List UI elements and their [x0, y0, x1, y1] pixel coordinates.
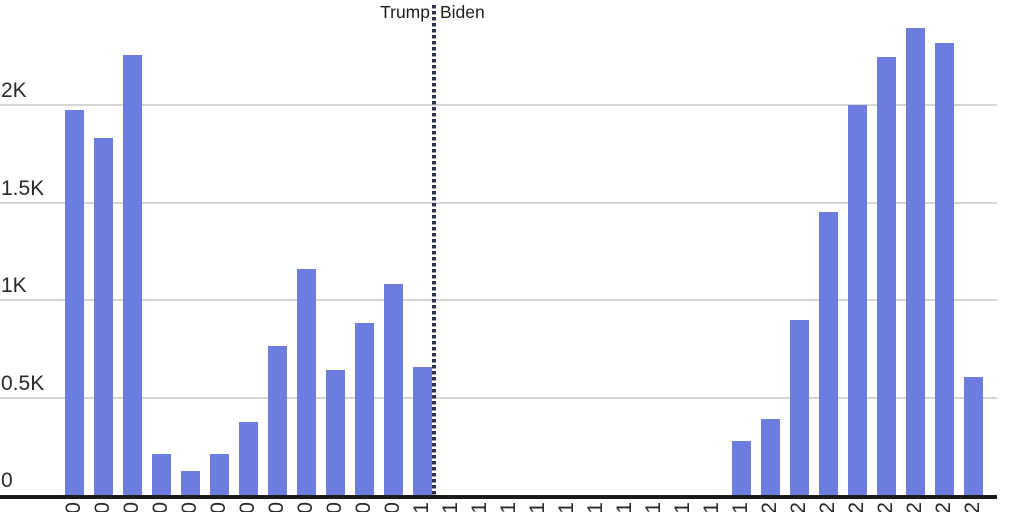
x-tick-label: Jul 2021: [584, 502, 607, 512]
x-tick-label: Mar 2021: [468, 502, 491, 512]
gridline-2K: [0, 104, 997, 106]
bar-Apr-2020: [151, 454, 171, 495]
x-tick-label: Sep 2021: [642, 502, 665, 512]
x-tick-label: Mar 2020: [120, 502, 143, 512]
bar-Apr-2022: [847, 105, 867, 495]
trump-period-label: Trump: [380, 2, 430, 22]
x-tick-label: Jun 2021: [555, 502, 578, 512]
x-tick-label: Aug 2022: [961, 502, 984, 512]
y-tick-label-0.5K: 0.5K: [1, 372, 45, 395]
x-tick-label: Oct 2020: [323, 502, 346, 512]
x-tick-label: Jul 2020: [236, 502, 259, 512]
bar-Jun-2022: [905, 27, 925, 495]
x-tick-label: Apr 2020: [149, 502, 172, 512]
x-tick-label: May 2021: [526, 502, 549, 512]
term-divider-dotted-line: [432, 5, 436, 495]
bar-May-2020: [180, 470, 200, 495]
x-tick-label: Nov 2020: [352, 502, 375, 512]
bar-Nov-2020: [354, 323, 374, 495]
x-tick-label: Jan 2020: [62, 502, 85, 512]
x-tick-label: Dec 2021: [729, 502, 752, 512]
bar-Jan-2020: [64, 109, 84, 495]
x-tick-label: Nov 2021: [700, 502, 723, 512]
bar-Aug-2022: [963, 377, 983, 495]
bar-Aug-2020: [267, 345, 287, 495]
gridline-1.5K: [0, 201, 997, 204]
x-tick-label: Jul 2022: [932, 502, 955, 512]
bar-Jun-2020: [209, 454, 229, 495]
bar-Mar-2022: [818, 212, 838, 495]
bar-Jan-2022: [760, 418, 780, 495]
x-tick-label: Jun 2020: [207, 502, 230, 512]
bar-Dec-2021: [731, 441, 751, 495]
bar-Sep-2020: [296, 268, 316, 495]
bar-Mar-2020: [122, 55, 142, 495]
gridline-1K: [0, 299, 997, 301]
x-tick-label: May 2020: [178, 502, 201, 512]
bar-Jul-2022: [934, 42, 954, 495]
bar-May-2022: [876, 57, 896, 495]
x-tick-label: Aug 2020: [265, 502, 288, 512]
biden-period-label: Biden: [440, 2, 485, 22]
bar-Feb-2020: [93, 138, 113, 495]
bar-Jul-2020: [238, 421, 258, 495]
y-tick-label-1K: 1K: [1, 274, 27, 297]
gridline-0.5K: [0, 396, 997, 399]
x-tick-label: Oct 2021: [671, 502, 694, 512]
x-tick-label: May 2022: [874, 502, 897, 512]
x-tick-label: Apr 2021: [497, 502, 520, 512]
x-tick-label: Mar 2022: [816, 502, 839, 512]
y-tick-label-2K: 2K: [1, 79, 27, 102]
bar-Feb-2022: [789, 320, 809, 495]
x-tick-label: Sep 2020: [294, 502, 317, 512]
x-tick-label: Feb 2020: [91, 502, 114, 512]
x-tick-label: Aug 2021: [613, 502, 636, 512]
x-axis-baseline: [0, 495, 997, 499]
x-tick-label: Jun 2022: [903, 502, 926, 512]
bar-Oct-2020: [325, 370, 345, 495]
bar-Jan-2021: [412, 367, 432, 495]
x-tick-label: Jan 2021: [410, 502, 433, 512]
y-tick-label-0: 0: [1, 469, 13, 492]
x-tick-label: Feb 2021: [439, 502, 462, 512]
x-tick-label: Jan 2022: [758, 502, 781, 512]
bar-Dec-2020: [383, 284, 403, 495]
x-tick-label: Apr 2022: [845, 502, 868, 512]
y-tick-label-1.5K: 1.5K: [1, 177, 45, 200]
x-tick-label: Feb 2022: [787, 502, 810, 512]
x-tick-label: Dec 2020: [381, 502, 404, 512]
